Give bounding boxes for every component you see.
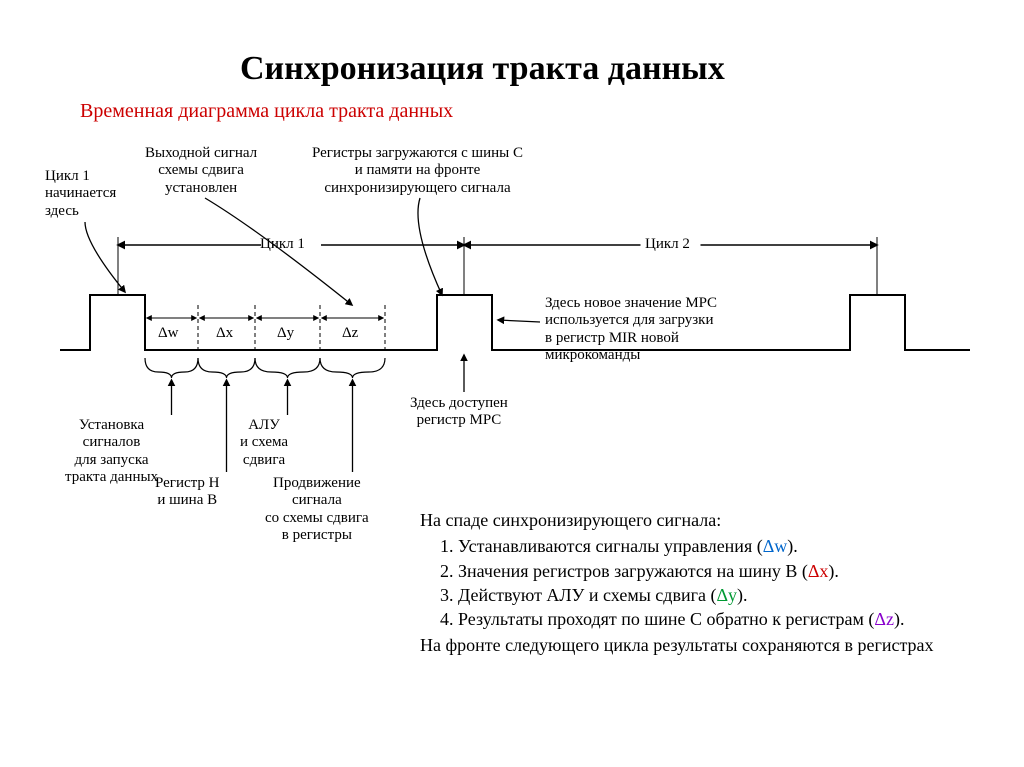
annot-reg-h-bus-b: Регистр H и шина B <box>155 475 219 510</box>
annot-setup-signals: Установка сигналов для запуска тракта да… <box>65 417 158 486</box>
explain-item-1: Устанавливаются сигналы управления (Δw). <box>458 534 1000 558</box>
cycle2-label: Цикл 2 <box>645 236 690 253</box>
page-title: Синхронизация тракта данных <box>240 50 725 88</box>
annot-propagate: Продвижение сигнала со схемы сдвига в ре… <box>265 475 369 544</box>
annot-cycle1-start: Цикл 1 начинается здесь <box>45 168 116 220</box>
explain-outro: На фронте следующего цикла результаты со… <box>420 633 1000 657</box>
timing-diagram: Цикл 1 Цикл 2 Δw Δx Δy Δz Цикл 1 начинае… <box>30 140 1000 560</box>
annot-mpc-used: Здесь новое значение MPC используется дл… <box>545 295 717 364</box>
subtitle: Временная диаграмма цикла тракта данных <box>80 100 453 123</box>
annot-shift-output: Выходной сигнал схемы сдвига установлен <box>145 145 257 197</box>
explain-item-4: Результаты проходят по шине C обратно к … <box>458 607 1000 631</box>
explain-item-2: Значения регистров загружаются на шину B… <box>458 559 1000 583</box>
delta-x: Δx <box>216 325 233 342</box>
explain-list: Устанавливаются сигналы управления (Δw).… <box>450 534 1000 631</box>
delta-w: Δw <box>158 325 178 342</box>
annot-alu-shift: АЛУ и схема сдвига <box>240 417 288 469</box>
delta-y: Δy <box>277 325 294 342</box>
annot-mpc-available: Здесь доступен регистр MPC <box>410 395 508 430</box>
cycle1-label: Цикл 1 <box>260 236 305 253</box>
explain-item-3: Действуют АЛУ и схемы сдвига (Δy). <box>458 583 1000 607</box>
annot-registers-loaded: Регистры загружаются с шины C и памяти н… <box>312 145 523 197</box>
delta-z: Δz <box>342 325 358 342</box>
explanation-block: На спаде синхронизирующего сигнала: Уста… <box>420 508 1000 658</box>
explain-intro: На спаде синхронизирующего сигнала: <box>420 508 1000 532</box>
